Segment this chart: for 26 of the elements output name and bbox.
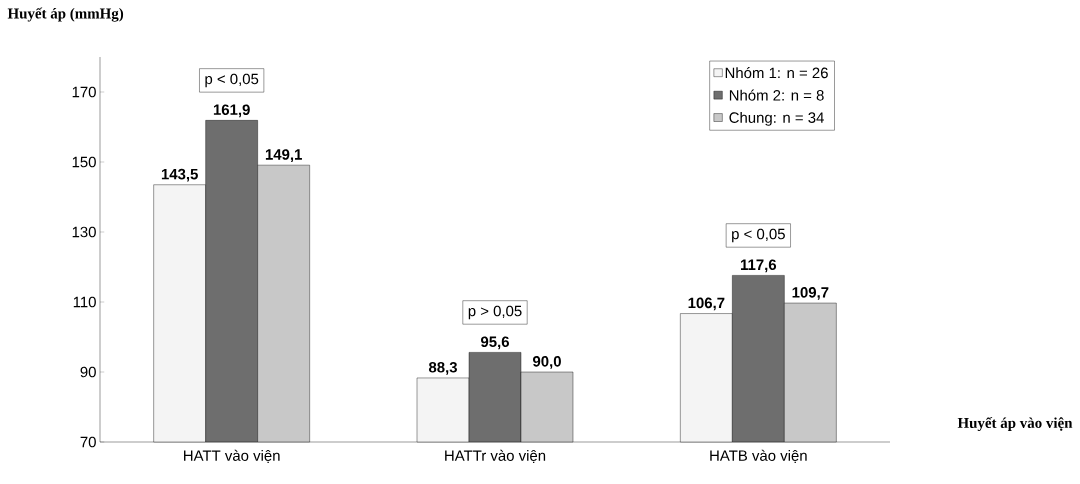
legend-label: Nhóm 2: n = 8 — [729, 89, 824, 101]
y-tick-label: 170 — [72, 86, 96, 98]
annotation: p < 0,05 — [732, 228, 785, 243]
annotation: p < 0,05 — [205, 73, 259, 88]
y-tick-label: 130 — [72, 226, 96, 238]
data-label: 149,1 — [265, 149, 302, 162]
data-label: 143,5 — [161, 168, 198, 182]
data-label: 95,6 — [480, 336, 509, 350]
y-tick-label: 70 — [80, 436, 96, 448]
legend-label: Chung: n = 34 — [729, 111, 824, 126]
data-label: 106,7 — [688, 297, 725, 311]
data-label: 90,0 — [532, 356, 561, 369]
y-tick-label: 90 — [80, 366, 96, 378]
y-tick-label: 110 — [73, 296, 96, 308]
data-label: 117,6 — [740, 259, 777, 273]
x-tick-label: HATB vào viện — [710, 449, 807, 464]
x-tick-label: HATT vào viện — [184, 449, 280, 464]
legend-label: Nhóm 1: n = 26 — [725, 67, 828, 79]
x-tick-label: HATTr vào viện — [445, 449, 546, 464]
data-label: 88,3 — [428, 362, 457, 375]
y-axis-title: Huyết áp (mmHg) — [7, 7, 124, 22]
data-label: 161,9 — [213, 104, 250, 118]
x-axis-title: Huyết áp vào viện — [957, 416, 1073, 432]
data-label: 109,7 — [792, 287, 829, 300]
annotation: p > 0,05 — [468, 305, 522, 320]
y-tick-label: 150 — [72, 156, 96, 168]
